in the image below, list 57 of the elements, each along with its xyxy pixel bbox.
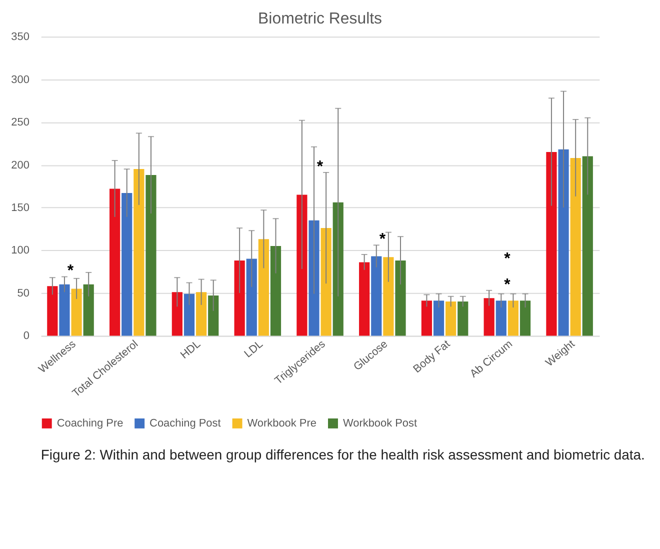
bar bbox=[320, 228, 332, 336]
bar bbox=[582, 156, 593, 336]
bar bbox=[433, 300, 444, 336]
annotation: * bbox=[504, 250, 512, 268]
bar bbox=[146, 175, 156, 336]
bar bbox=[332, 202, 344, 336]
bar bbox=[484, 298, 494, 336]
bar bbox=[446, 302, 456, 336]
bar bbox=[371, 256, 382, 336]
y-tick-label: 100 bbox=[11, 244, 30, 257]
bar bbox=[184, 294, 195, 336]
bar bbox=[196, 292, 207, 336]
y-tick-label: 250 bbox=[11, 116, 30, 129]
annotation: * bbox=[67, 262, 74, 280]
bar bbox=[208, 296, 219, 336]
bar bbox=[172, 292, 182, 336]
bar bbox=[83, 284, 94, 336]
annotation: * bbox=[504, 276, 512, 294]
bar bbox=[71, 288, 82, 336]
bar bbox=[383, 257, 394, 336]
y-tick-label: 350 bbox=[11, 31, 30, 44]
y-tick-label: 200 bbox=[11, 159, 30, 172]
y-tick-label: 50 bbox=[17, 287, 30, 300]
bar bbox=[47, 286, 58, 336]
y-tick-label: 0 bbox=[23, 330, 30, 342]
bar bbox=[109, 188, 120, 336]
bar bbox=[421, 300, 432, 336]
bar bbox=[558, 149, 569, 336]
bar bbox=[546, 152, 557, 336]
bar bbox=[308, 220, 320, 336]
bar bbox=[122, 192, 132, 336]
y-tick-label: 150 bbox=[11, 202, 30, 214]
annotation: * bbox=[316, 158, 324, 176]
x-tick-label: HDL bbox=[178, 338, 203, 362]
bar bbox=[496, 300, 506, 336]
x-tick-label: LDL bbox=[242, 338, 266, 360]
legend-label: Workbook Post bbox=[342, 417, 418, 430]
bar bbox=[258, 239, 269, 336]
chart-title: Biometric Results bbox=[258, 10, 382, 28]
bar bbox=[395, 260, 406, 336]
bar bbox=[359, 262, 370, 336]
bar bbox=[296, 194, 308, 336]
legend-label: Workbook Pre bbox=[247, 417, 316, 430]
bar bbox=[458, 302, 468, 336]
bar bbox=[134, 169, 144, 336]
legend-label: Coaching Post bbox=[150, 417, 221, 430]
legend-label: Coaching Pre bbox=[56, 417, 124, 430]
y-tick-label: 300 bbox=[11, 74, 30, 86]
bar bbox=[270, 246, 282, 336]
bar bbox=[234, 260, 245, 336]
annotation: * bbox=[379, 231, 386, 248]
bar bbox=[246, 258, 257, 336]
bar bbox=[520, 300, 531, 336]
bar bbox=[508, 300, 519, 336]
bar bbox=[570, 158, 581, 336]
bar bbox=[59, 284, 70, 336]
caption: Figure 2: Within and between group differences for the health risk assessment and biometric data. bbox=[40, 446, 645, 462]
